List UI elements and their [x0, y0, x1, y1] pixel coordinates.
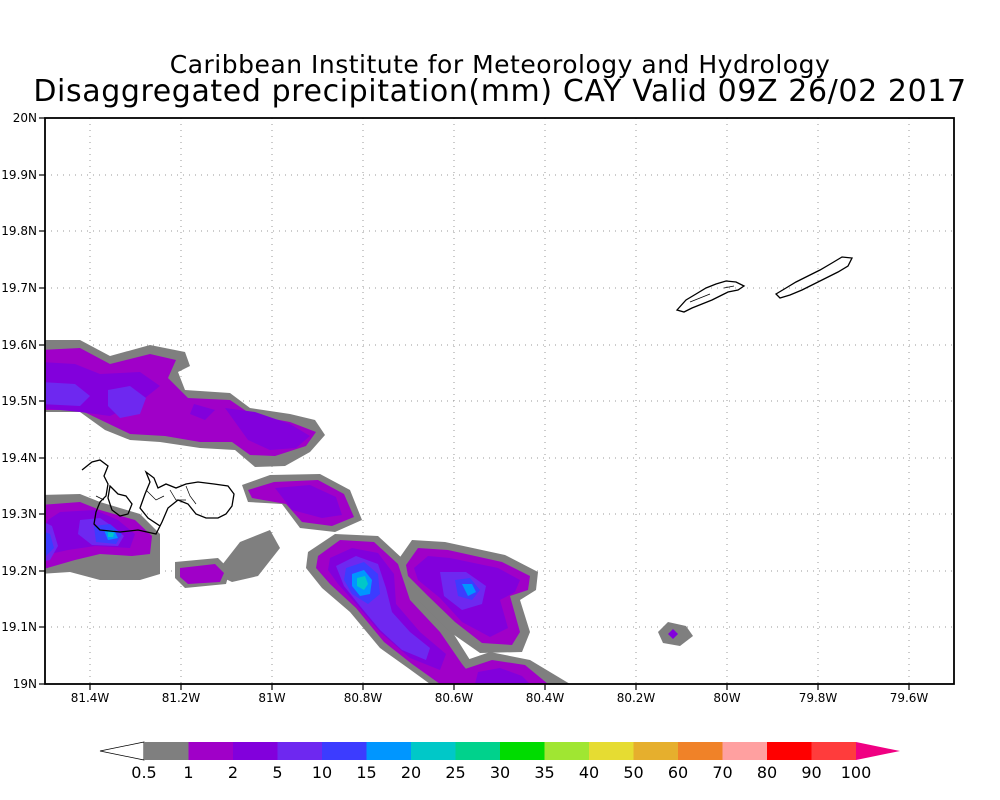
colorbar-segment [322, 742, 367, 760]
colorbar-label: 90 [801, 763, 821, 782]
colorbar-label: 25 [445, 763, 465, 782]
axis-ticks [39, 117, 910, 690]
colorbar-segment [589, 742, 634, 760]
lat-tick-label: 19.4N [1, 451, 37, 465]
colorbar-label: 20 [401, 763, 421, 782]
colorbar-segment [722, 742, 767, 760]
colorbar-label: 40 [579, 763, 599, 782]
lat-tick-label: 19.9N [1, 168, 37, 182]
colorbar-segment [500, 742, 545, 760]
precipitation-shading [45, 340, 693, 684]
lon-tick-label: 79.8W [799, 691, 838, 705]
grand-cayman-north-sound [107, 484, 133, 517]
lon-tick-label: 80.6W [435, 691, 474, 705]
colorbar-label: 2 [228, 763, 238, 782]
colorbar-label: 70 [712, 763, 732, 782]
colorbar-segment [544, 742, 589, 760]
lat-tick-label: 19.6N [1, 338, 37, 352]
island-outlines [81, 256, 854, 535]
colorbar-label: 15 [356, 763, 376, 782]
lon-tick-label: 80W [713, 691, 740, 705]
colorbar-segment [411, 742, 456, 760]
colorbar-label: 35 [534, 763, 554, 782]
lon-tick-label: 81.4W [71, 691, 110, 705]
colorbar-segment [455, 742, 500, 760]
colorbar-label: 1 [183, 763, 193, 782]
lat-tick-label: 19.1N [1, 620, 37, 634]
grand-cayman-outline [81, 459, 235, 535]
colorbar-label: 30 [490, 763, 510, 782]
colorbar-label: 80 [757, 763, 777, 782]
lat-axis-labels: 20N 19.9N 19.8N 19.7N 19.6N 19.5N 19.4N … [1, 111, 37, 691]
colorbar-segment [233, 742, 278, 760]
lat-tick-label: 20N [13, 111, 37, 125]
colorbar-label: 0.5 [131, 763, 156, 782]
shade-level-20 [108, 532, 368, 590]
colorbar-segment [277, 742, 322, 760]
shade-cell-small [668, 629, 678, 639]
colorbar-segment [678, 742, 723, 760]
lat-tick-label: 19.2N [1, 564, 37, 578]
colorbar-segment [144, 742, 189, 760]
colorbar-right-arrow [856, 742, 900, 760]
grand-cayman-district-lines [95, 485, 197, 505]
little-cayman-lagoon [689, 285, 735, 303]
lon-tick-label: 80.8W [344, 691, 383, 705]
colorbar-label: 5 [272, 763, 282, 782]
colorbar-label: 10 [312, 763, 332, 782]
lat-tick-label: 19.3N [1, 507, 37, 521]
colorbar [99, 741, 900, 761]
title-line-2: Disaggregated precipitation(mm) CAY Vali… [33, 74, 967, 109]
colorbar-segment [767, 742, 812, 760]
colorbar-segment [811, 742, 856, 760]
lon-axis-labels: 81.4W 81.2W 81W 80.8W 80.6W 80.4W 80.2W … [71, 691, 929, 705]
cayman-brac-outline [774, 256, 854, 299]
lon-tick-label: 80.2W [617, 691, 656, 705]
lon-tick-label: 81.2W [162, 691, 201, 705]
title-line-1: Caribbean Institute for Meteorology and … [169, 50, 831, 79]
lat-tick-label: 19.5N [1, 394, 37, 408]
lat-tick-label: 19.7N [1, 281, 37, 295]
colorbar-labels: 0.5 1 2 5 10 15 20 25 30 35 40 50 60 70 80 90 100 [131, 763, 871, 782]
colorbar-label: 100 [841, 763, 872, 782]
colorbar-label: 50 [623, 763, 643, 782]
colorbar-segment [633, 742, 678, 760]
lon-tick-label: 81W [258, 691, 285, 705]
little-cayman-outline [675, 280, 746, 313]
colorbar-left-arrow [99, 741, 145, 761]
lon-tick-label: 80.4W [526, 691, 565, 705]
colorbar-label: 60 [668, 763, 688, 782]
colorbar-segment [188, 742, 233, 760]
lat-tick-label: 19.8N [1, 224, 37, 238]
lat-tick-label: 19N [13, 677, 37, 691]
lon-tick-label: 79.6W [890, 691, 929, 705]
colorbar-segment [366, 742, 411, 760]
